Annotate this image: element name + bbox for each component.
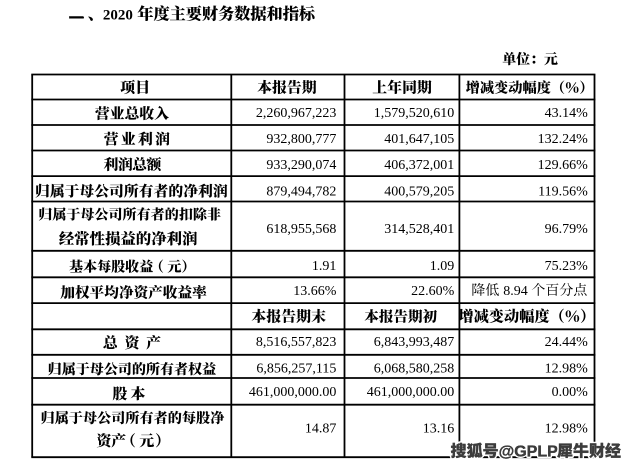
svg-text:933,290,074: 933,290,074 bbox=[266, 158, 336, 173]
svg-text:1.09: 1.09 bbox=[430, 259, 455, 274]
svg-text:2020: 2020 bbox=[103, 8, 133, 24]
svg-text:406,372,001: 406,372,001 bbox=[384, 158, 454, 173]
svg-text:1.91: 1.91 bbox=[312, 259, 337, 274]
svg-text:119.56%: 119.56% bbox=[538, 184, 588, 199]
svg-text:12.98%: 12.98% bbox=[545, 362, 589, 377]
svg-text:401,647,105: 401,647,105 bbox=[384, 132, 454, 147]
svg-text:@GPLP: @GPLP bbox=[499, 444, 558, 461]
svg-text:@GPLP: @GPLP bbox=[499, 444, 558, 461]
svg-text:8,516,557,823: 8,516,557,823 bbox=[256, 335, 337, 350]
svg-text:43.14%: 43.14% bbox=[545, 106, 589, 121]
svg-text:12.98%: 12.98% bbox=[545, 421, 589, 436]
svg-text:8.94: 8.94 bbox=[503, 284, 528, 299]
svg-text:618,955,568: 618,955,568 bbox=[266, 222, 336, 237]
svg-text:314,528,401: 314,528,401 bbox=[384, 222, 454, 237]
svg-text:1,579,520,610: 1,579,520,610 bbox=[374, 106, 455, 121]
svg-text:932,800,777: 932,800,777 bbox=[266, 132, 336, 147]
svg-text:13.66%: 13.66% bbox=[293, 284, 337, 299]
svg-text:400,579,205: 400,579,205 bbox=[384, 184, 454, 199]
svg-text:96.79%: 96.79% bbox=[545, 222, 589, 237]
svg-text:461,000,000.00: 461,000,000.00 bbox=[249, 385, 337, 400]
svg-text:6,068,580,258: 6,068,580,258 bbox=[374, 362, 455, 377]
svg-text:0.00%: 0.00% bbox=[552, 385, 589, 400]
svg-text:879,494,782: 879,494,782 bbox=[266, 184, 336, 199]
svg-text:132.24%: 132.24% bbox=[538, 132, 589, 147]
svg-text:14.87: 14.87 bbox=[305, 421, 337, 436]
svg-text:13.16: 13.16 bbox=[423, 421, 455, 436]
svg-text:22.60%: 22.60% bbox=[411, 284, 455, 299]
svg-text:24.44%: 24.44% bbox=[545, 335, 589, 350]
svg-text:461,000,000.00: 461,000,000.00 bbox=[367, 385, 455, 400]
svg-text:129.66%: 129.66% bbox=[538, 158, 589, 173]
svg-text:2,260,967,223: 2,260,967,223 bbox=[256, 106, 337, 121]
svg-text:6,856,257,115: 6,856,257,115 bbox=[256, 362, 336, 377]
svg-text:6,843,993,487: 6,843,993,487 bbox=[374, 335, 455, 350]
svg-text:75.23%: 75.23% bbox=[545, 259, 589, 274]
